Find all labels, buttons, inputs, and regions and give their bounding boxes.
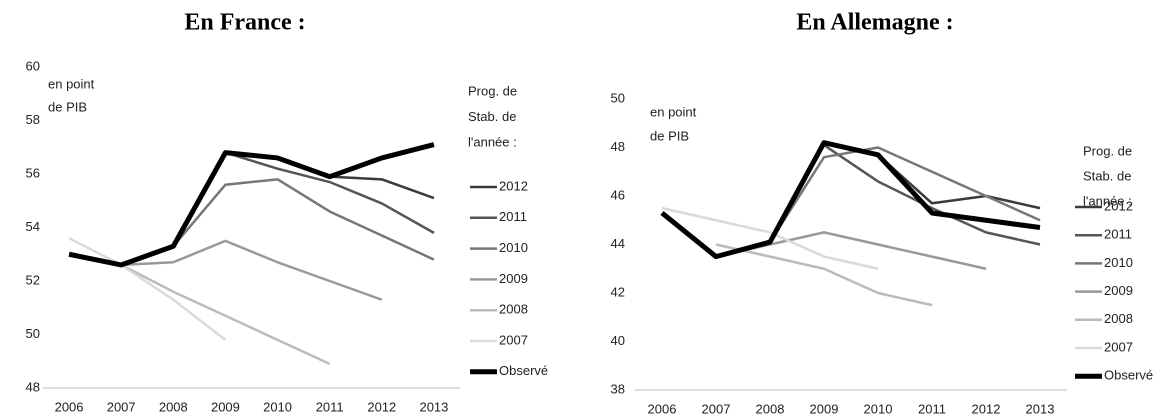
series-line [68,237,227,341]
y-tick-label: 38 [611,381,625,396]
x-tick-label: 2006 [648,401,677,416]
x-tick-label: 2009 [211,399,240,414]
y-tick-label: 42 [611,284,625,299]
y-tick-label: 48 [611,139,625,154]
series-line [877,153,1041,210]
x-tick-label: 2007 [702,401,731,416]
chart-title: En Allemagne : [796,10,953,36]
legend-title: l'année : [468,134,517,149]
x-tick-label: 2009 [810,401,839,416]
annotation: en point [650,104,697,119]
series-line [660,140,1041,260]
series-line [768,146,1041,243]
y-tick-label: 56 [26,165,40,180]
x-tick-label: 2012 [972,401,1001,416]
chart-title: En France : [184,10,305,36]
annotation: de PIB [48,99,87,114]
legend-title: Stab. de [468,109,516,124]
y-tick-label: 54 [26,219,40,234]
x-tick-label: 2008 [159,399,188,414]
series-line [120,263,331,366]
x-tick-label: 2010 [263,399,292,414]
x-tick-label: 2011 [316,399,344,414]
series-line [715,243,933,307]
x-tick-label: 2013 [1026,401,1055,416]
series-line [68,142,435,268]
x-tick-label: 2007 [107,399,136,414]
series-line [823,144,1041,246]
legend-label: 2012 [1104,198,1133,213]
x-tick-label: 2010 [864,401,893,416]
x-tick-label: 2012 [367,399,396,414]
y-tick-label: 44 [611,236,625,251]
annotation: en point [48,76,95,91]
legend-label: 2008 [499,302,528,317]
x-tick-label: 2006 [55,399,84,414]
legend-label: Observé [1104,368,1153,383]
series-line [121,239,383,301]
legend-label: 2012 [499,178,528,193]
legend-title: l'année : [1083,193,1132,208]
y-tick-label: 46 [611,187,625,202]
y-tick-label: 48 [26,379,40,394]
legend-label: 2008 [1104,311,1133,326]
x-tick-label: 2011 [918,401,946,416]
legend-title: Prog. de [468,83,517,98]
x-tick-label: 2008 [756,401,785,416]
annotation: de PIB [650,128,689,143]
x-tick-label: 2013 [419,399,448,414]
y-tick-label: 50 [611,90,625,105]
legend-label: 2010 [499,240,528,255]
legend-title: Stab. de [1083,168,1131,183]
legend-title: Prog. de [1083,143,1132,158]
series-line [172,178,435,261]
y-tick-label: 60 [26,58,40,73]
legend-label: 2009 [499,271,528,286]
legend-label: 2010 [1104,255,1133,270]
y-tick-label: 58 [26,112,40,127]
series-line [225,151,435,234]
y-tick-label: 40 [611,333,625,348]
legend-label: 2009 [1104,283,1133,298]
legend-label: 2007 [1104,339,1133,354]
legend-label: 2011 [1104,227,1132,242]
y-tick-label: 52 [26,272,40,287]
legend-label: Observé [499,363,548,378]
legend-label: 2011 [499,209,527,224]
legend-label: 2007 [499,332,528,347]
y-tick-label: 50 [26,326,40,341]
series-line [661,206,879,270]
